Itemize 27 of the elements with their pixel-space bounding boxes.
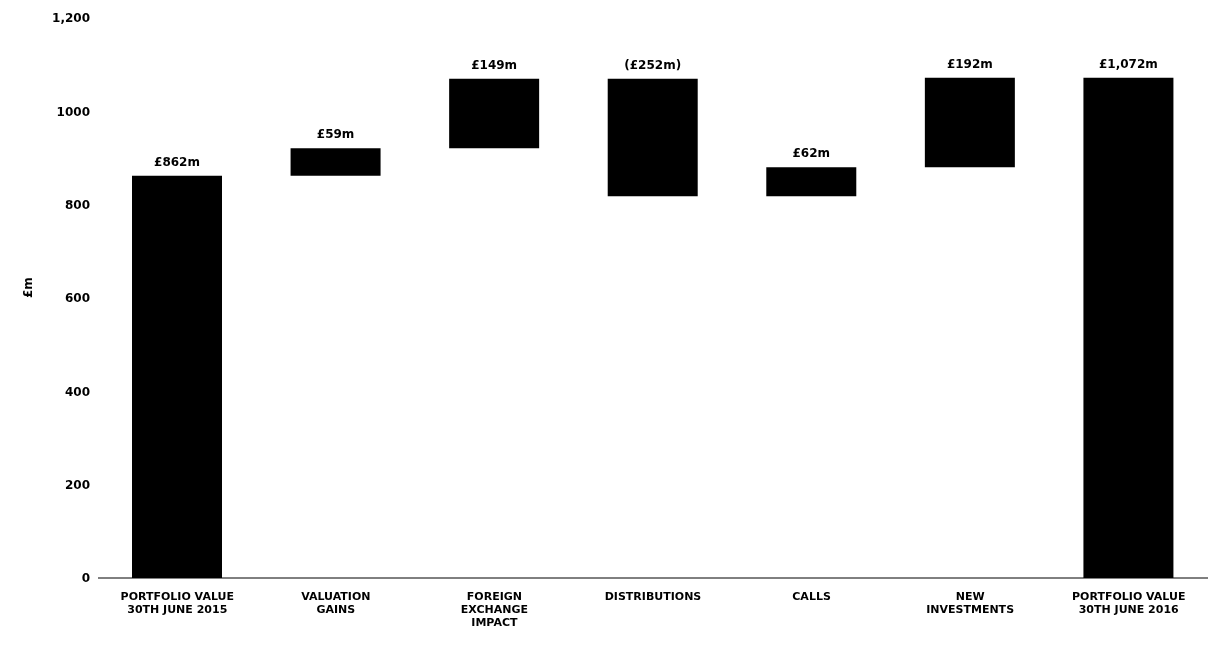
y-tick-label: 1,200 — [52, 11, 90, 26]
bar — [290, 148, 381, 176]
y-axis-title: £m — [21, 277, 36, 298]
data-label: £862m — [154, 154, 200, 169]
x-tick-label: PORTFOLIO VALUE 30TH JUNE 2015 — [120, 590, 234, 616]
y-tick-label: 400 — [64, 384, 90, 399]
y-tick-label: 0 — [81, 571, 90, 586]
x-tick-label: PORTFOLIO VALUE 30TH JUNE 2016 — [1072, 590, 1186, 616]
y-tick-label: 200 — [64, 477, 90, 492]
x-tick-label: NEW INVESTMENTS — [926, 590, 1015, 616]
data-label: £192m — [946, 56, 993, 71]
bar — [766, 167, 857, 197]
data-label: (£252m) — [624, 57, 682, 72]
data-label: £62m — [792, 146, 831, 161]
data-label: £59m — [316, 127, 355, 142]
bar — [449, 78, 540, 149]
data-label: £1,072m — [1099, 56, 1158, 71]
x-tick-label: FOREIGN EXCHANGE IMPACT — [460, 590, 529, 629]
y-tick-label: 600 — [64, 291, 90, 306]
data-label: £149m — [471, 57, 518, 72]
x-tick-label: DISTRIBUTIONS — [604, 590, 702, 603]
x-tick-label: VALUATION GAINS — [301, 590, 371, 616]
y-tick-label: 1000 — [56, 104, 90, 119]
y-tick-label: 800 — [64, 197, 90, 212]
bar — [924, 77, 1015, 168]
x-tick-label: CALLS — [792, 590, 831, 603]
bar — [607, 78, 698, 197]
